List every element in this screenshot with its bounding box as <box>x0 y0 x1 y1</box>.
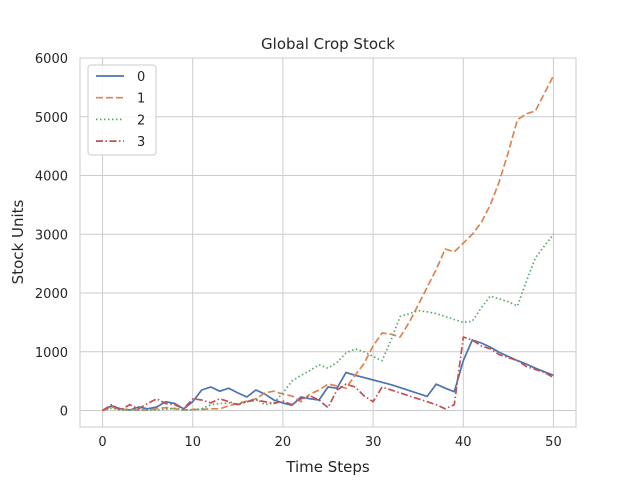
x-tick-label: 20 <box>275 435 292 450</box>
x-tick-label: 0 <box>98 435 106 450</box>
y-tick-label: 5000 <box>35 111 68 126</box>
plot-frame <box>79 57 577 428</box>
series-line-1 <box>102 75 555 412</box>
y-tick-label: 0 <box>60 405 68 420</box>
x-tick-label: 10 <box>184 435 201 450</box>
y-axis-label: Stock Units <box>9 200 27 285</box>
series-line-3 <box>102 336 554 412</box>
legend-label: 2 <box>137 113 145 128</box>
x-tick-label: 50 <box>545 435 562 450</box>
series-line-2 <box>102 233 555 412</box>
y-tick-labels: 0 1000 2000 3000 4000 5000 6000 <box>35 52 68 420</box>
x-tick-label: 40 <box>455 435 472 450</box>
legend-label: 0 <box>137 70 145 85</box>
y-tick-label: 1000 <box>35 346 68 361</box>
legend-box <box>87 64 157 156</box>
y-tick-label: 3000 <box>35 228 68 243</box>
legend-label: 1 <box>137 92 145 107</box>
series-line-0 <box>102 339 554 412</box>
y-tick-label: 4000 <box>35 170 68 185</box>
y-tick-label: 2000 <box>35 287 68 302</box>
x-axis-label: Time Steps <box>285 458 370 476</box>
legend: 0 1 2 3 <box>87 64 157 156</box>
x-tick-labels: 0 10 20 30 40 50 <box>98 435 561 450</box>
y-tick-label: 6000 <box>35 52 68 67</box>
legend-label: 3 <box>137 135 145 150</box>
series-layer <box>102 75 555 412</box>
chart-title: Global Crop Stock <box>261 35 395 53</box>
x-tick-label: 30 <box>365 435 382 450</box>
